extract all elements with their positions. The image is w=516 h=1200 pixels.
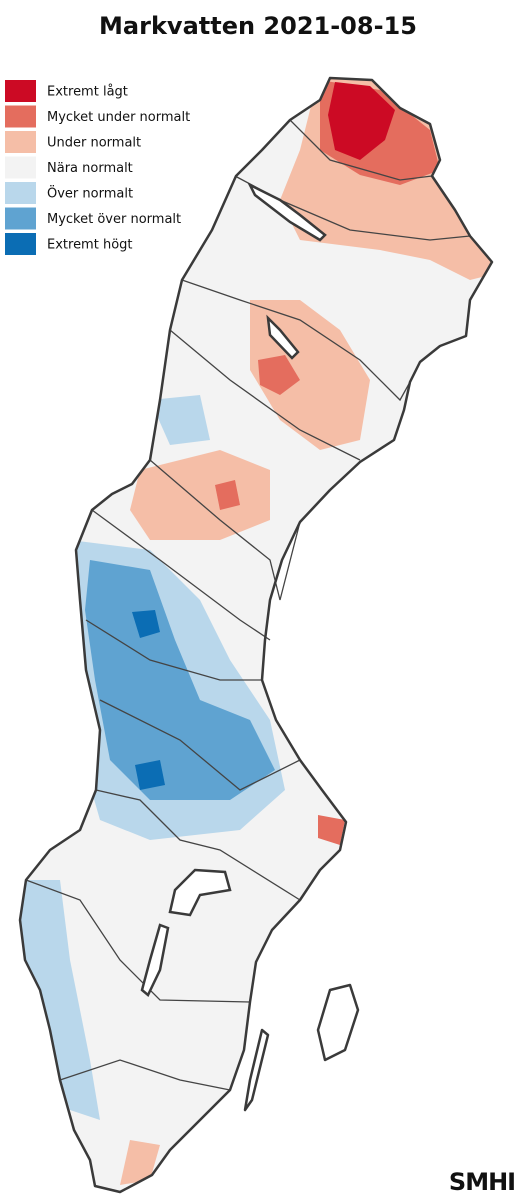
legend: Extremt lågt Mycket under normalt Under no… <box>5 80 190 255</box>
very-dry-area <box>215 480 240 510</box>
map-title: Markvatten 2021-08-15 <box>99 12 417 40</box>
very-wet-area <box>85 560 275 800</box>
legend-label: Mycket över normalt <box>47 212 181 227</box>
extreme-wet-area <box>132 610 160 638</box>
extreme-dry-area <box>328 82 395 160</box>
lake-far-north <box>247 182 327 242</box>
legend-label: Över normalt <box>47 185 133 202</box>
oland <box>243 1028 270 1112</box>
very-dry-area <box>258 355 300 395</box>
legend-swatch <box>5 131 36 153</box>
legend-swatch <box>5 156 36 179</box>
lake-vattern <box>140 923 170 997</box>
legend-label: Mycket under normalt <box>47 110 190 125</box>
map-fill <box>20 78 492 1192</box>
legend-label: Extremt lågt <box>47 85 128 100</box>
lake-vanern <box>168 868 232 917</box>
lake-north <box>266 314 300 360</box>
legend-label: Extremt högt <box>47 238 133 253</box>
legend-swatch <box>5 233 36 255</box>
legend-label: Under normalt <box>47 136 141 151</box>
extreme-wet-area <box>135 760 165 790</box>
very-dry-area <box>318 815 345 845</box>
county-borders <box>25 119 471 1091</box>
legend-swatch <box>5 207 36 230</box>
legend-swatch <box>5 80 36 102</box>
wet-area <box>20 880 100 1120</box>
smhi-logo: SMHI <box>449 1168 515 1196</box>
legend-label: Nära normalt <box>47 161 133 176</box>
legend-swatch <box>5 105 36 128</box>
wet-area <box>150 395 210 445</box>
gotland <box>316 983 360 1062</box>
dry-area <box>120 1140 160 1185</box>
legend-swatch <box>5 182 36 204</box>
